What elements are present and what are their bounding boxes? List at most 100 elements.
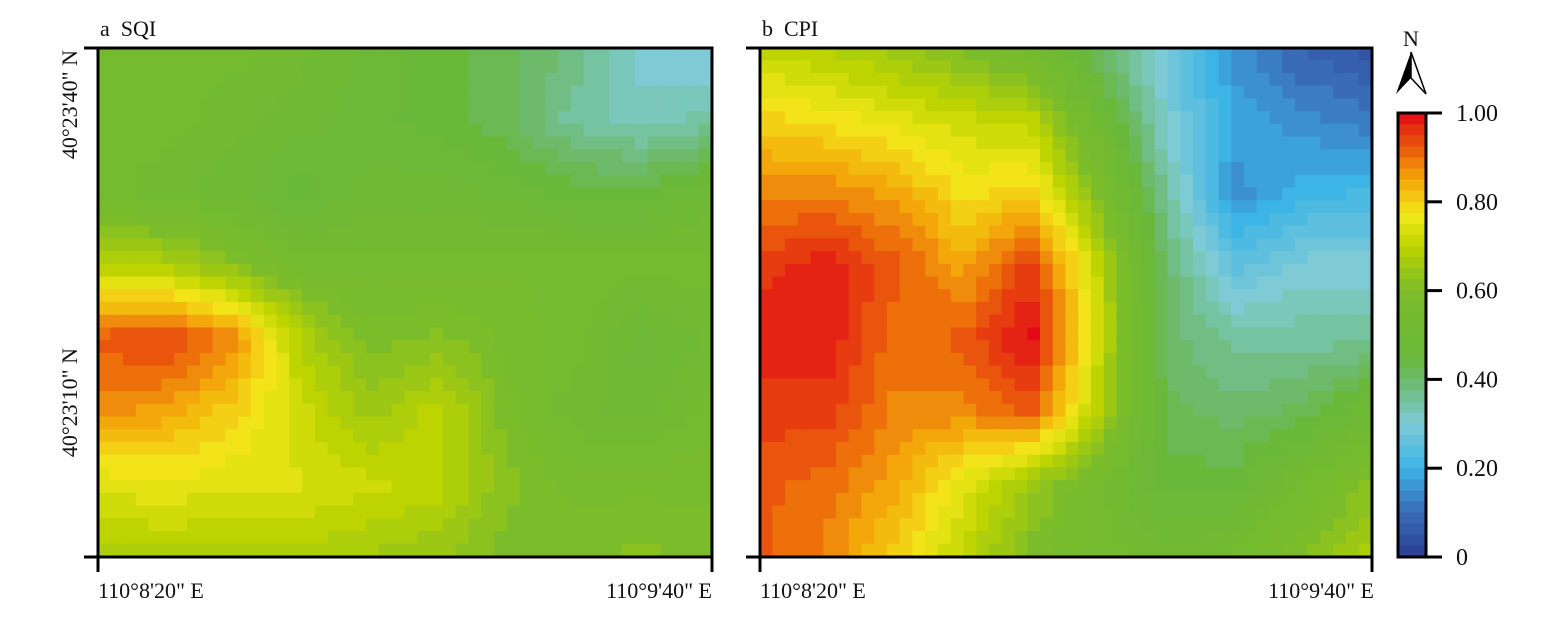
heatmap-cell [558,251,572,265]
heatmap-cell [494,505,508,520]
heatmap-cell [187,111,201,125]
heatmap-cell [963,378,978,393]
heatmap-cell [823,378,837,393]
sqi-heatmap [98,48,712,557]
heatmap-cell [596,378,611,393]
heatmap-cell [912,531,927,545]
heatmap-cell [1333,162,1347,176]
heatmap-cell [225,136,240,151]
heatmap-cell [760,200,774,214]
heatmap-cell [797,416,812,431]
heatmap-cell [823,136,837,151]
heatmap-cell [1052,174,1067,189]
heatmap-cell [1103,85,1118,100]
heatmap-cell [861,492,876,507]
heatmap-cell [238,531,252,545]
heatmap-cell [596,85,611,100]
heatmap-cell [963,403,978,418]
heatmap-cell [187,480,201,494]
heatmap-cell [1167,289,1182,303]
heatmap-cell [887,480,901,494]
heatmap-cell [1320,212,1335,227]
heatmap-cell [1282,454,1296,469]
heatmap-cell [836,531,850,545]
heatmap-cell [1295,314,1309,329]
heatmap-cell [1027,441,1041,456]
heatmap-cell [417,314,432,329]
heatmap-cell [327,200,342,214]
heatmap-cell [989,263,1003,278]
heatmap-cell [289,441,304,456]
heatmap-cell [1014,263,1029,278]
heatmap-cell [276,403,291,418]
heatmap-cell [1295,60,1309,74]
heatmap-cell [238,123,252,138]
heatmap-cell [963,531,978,545]
heatmap-cell [1193,48,1207,62]
heatmap-cell [187,518,201,533]
heatmap-cell [187,187,201,202]
heatmap-cell [1244,429,1258,443]
heatmap-cell [455,403,470,418]
heatmap-cell [148,187,163,202]
heatmap-cell [481,98,496,113]
heatmap-cell [685,136,700,151]
heatmap-cell [1001,429,1016,443]
heatmap-cell [148,251,163,265]
heatmap-cell [545,289,559,303]
heatmap-cell [1269,480,1284,494]
heatmap-cell [660,136,675,151]
heatmap-cell [199,403,214,418]
heatmap-cell [1180,352,1194,367]
heatmap-cell [772,85,786,100]
heatmap-cell [1358,276,1372,291]
heatmap-cell [698,429,712,443]
heatmap-cell [391,429,406,443]
heatmap-cell [110,327,125,342]
heatmap-cell [647,174,662,189]
heatmap-cell [1282,531,1296,545]
heatmap-cell [1282,505,1296,520]
heatmap-cell [925,251,939,265]
heatmap-cell [660,391,675,405]
heatmap-cell [98,60,112,74]
heatmap-cell [647,162,662,176]
heatmap-cell [199,492,214,507]
heatmap-cell [353,505,368,520]
heatmap-cell [148,518,163,533]
heatmap-cell [836,327,850,342]
heatmap-cell [797,48,812,62]
heatmap-cell [1180,340,1194,354]
heatmap-cell [938,391,952,405]
heatmap-cell [1154,111,1169,125]
heatmap-cell [1193,263,1207,278]
heatmap-cell [314,251,329,265]
heatmap-cell [1180,467,1194,482]
heatmap-cell [532,149,547,164]
heatmap-cell [1129,187,1143,202]
heatmap-cell [558,149,572,164]
heatmap-cell [442,72,457,87]
heatmap-cell [1027,429,1041,443]
heatmap-cell [1180,416,1194,431]
heatmap-cell [1052,391,1067,405]
heatmap-cell [276,352,291,367]
heatmap-cell [302,123,316,138]
heatmap-cell [874,403,888,418]
heatmap-cell [685,467,700,482]
heatmap-cell [760,352,774,367]
heatmap-cell [899,111,914,125]
heatmap-cell [1116,429,1131,443]
heatmap-cell [760,480,774,494]
heatmap-cell [1193,212,1207,227]
heatmap-cell [225,391,240,405]
heatmap-cell [468,505,483,520]
heatmap-cell [785,149,799,164]
heatmap-cell [1333,85,1347,100]
heatmap-cell [135,454,150,469]
heatmap-cell [494,531,508,545]
heatmap-cell [899,327,914,342]
colorbar-segment [1398,323,1426,336]
heatmap-cell [963,454,978,469]
heatmap-cell [685,543,700,557]
